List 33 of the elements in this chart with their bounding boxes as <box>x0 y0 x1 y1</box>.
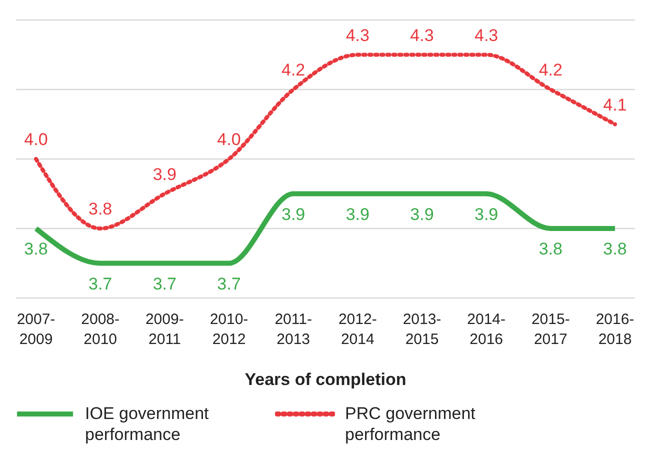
data-label: 4.1 <box>603 95 627 114</box>
legend-label: IOE government performance <box>85 403 210 445</box>
x-tick-label: 2013-2015 <box>402 311 442 348</box>
legend-label: PRC government performance <box>345 403 476 445</box>
data-label: 3.7 <box>217 274 241 294</box>
x-tick-label: 2008-2010 <box>81 311 120 348</box>
data-label: 3.8 <box>603 240 627 259</box>
data-label: 4.0 <box>217 130 241 149</box>
x-tick-label: 2007-2009 <box>16 311 56 348</box>
data-label: 3.8 <box>24 240 48 259</box>
data-label: 3.8 <box>538 240 562 259</box>
x-tick-label: 2010-2012 <box>210 311 248 348</box>
x-tick-label: 2016-2018 <box>596 311 634 348</box>
data-label: 3.9 <box>152 164 176 184</box>
data-label: 3.7 <box>152 274 176 294</box>
data-label: 3.8 <box>88 200 112 218</box>
data-label: 3.9 <box>346 204 370 224</box>
data-label: 4.3 <box>346 26 370 45</box>
data-label: 4.2 <box>282 60 306 80</box>
x-tick-label: 2009-2011 <box>145 311 184 348</box>
data-label: 3.7 <box>88 274 112 294</box>
data-label: 4.0 <box>24 130 48 149</box>
data-label: 4.2 <box>538 60 562 80</box>
x-tick-label: 2015-2017 <box>531 311 570 348</box>
data-label: 3.9 <box>282 204 306 224</box>
data-label: 3.9 <box>410 204 434 224</box>
x-tick-label: 2014-2016 <box>467 311 506 348</box>
x-axis-title: Years of completion <box>244 370 406 389</box>
data-label: 4.3 <box>474 26 498 45</box>
data-label: 3.9 <box>474 204 498 224</box>
x-tick-label: 2011-2013 <box>274 311 312 348</box>
data-label: 4.3 <box>410 26 434 45</box>
x-tick-label: 2012-2014 <box>338 311 377 348</box>
